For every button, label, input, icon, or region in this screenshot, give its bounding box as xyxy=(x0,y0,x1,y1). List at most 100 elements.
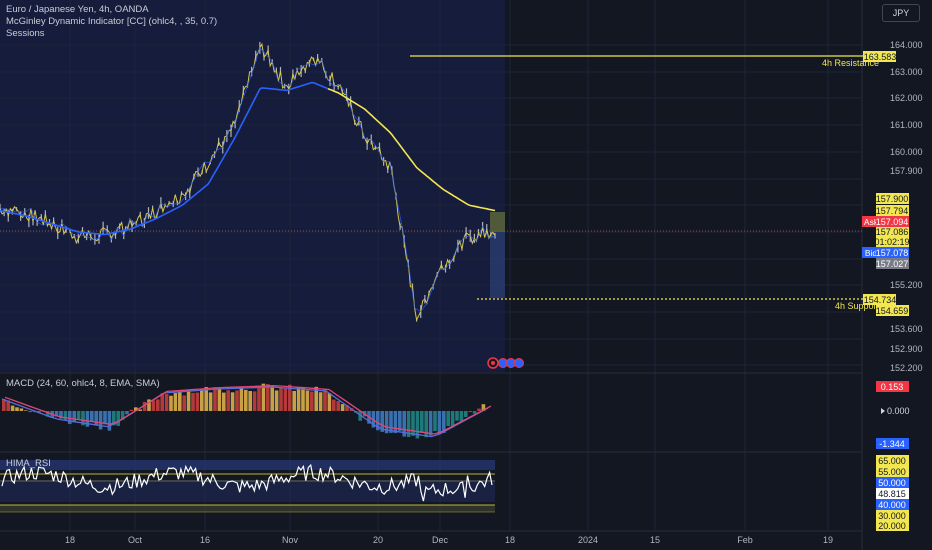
svg-text:154.734: 154.734 xyxy=(864,295,897,305)
macd-bar xyxy=(305,390,310,411)
rsi-legend[interactable]: HIMA_RSI xyxy=(6,458,51,469)
macd-bar xyxy=(200,389,204,411)
macd-bar xyxy=(120,411,125,420)
svg-text:157.078: 157.078 xyxy=(876,248,909,258)
time-axis[interactable]: 18 Oct 16 Nov 20 Dec 18 2024 15 Feb 19 xyxy=(65,535,833,545)
macd-bar xyxy=(19,408,24,411)
indicator-legend[interactable]: McGinley Dynamic Indicator [CC] (ohlc4, … xyxy=(6,16,218,27)
macd-bar xyxy=(103,411,107,425)
time-tick-label: Dec xyxy=(432,535,449,545)
macd-bar xyxy=(195,392,200,411)
price-tick-label: 160.000 xyxy=(890,147,923,157)
macd-bar xyxy=(323,389,327,411)
macd-bar xyxy=(244,389,248,411)
macd-bar xyxy=(261,383,266,411)
macd-bar xyxy=(81,411,85,426)
macd-histogram xyxy=(2,383,486,439)
macd-bar xyxy=(464,411,468,417)
macd-bar xyxy=(6,400,10,411)
price-tick-label: 163.000 xyxy=(890,67,923,77)
macd-bar xyxy=(424,411,428,438)
macd-bar xyxy=(138,409,142,411)
macd-bar xyxy=(160,393,164,411)
macd-bar xyxy=(283,387,288,411)
event-icons[interactable] xyxy=(487,357,524,369)
macd-bar xyxy=(257,385,261,411)
macd-bar xyxy=(156,399,160,411)
macd-bar xyxy=(90,411,94,423)
currency-selector[interactable]: JPY xyxy=(882,4,920,22)
macd-bar xyxy=(54,411,59,417)
macd-bar xyxy=(222,392,226,411)
macd-bar xyxy=(406,411,411,438)
macd-bar xyxy=(59,411,63,419)
macd-bar xyxy=(239,387,244,411)
svg-text:20.000: 20.000 xyxy=(878,521,906,531)
svg-text:30.000: 30.000 xyxy=(878,511,906,521)
resistance-label: 4h Resistance xyxy=(822,58,879,68)
macd-bar xyxy=(270,385,274,411)
time-tick-label: 2024 xyxy=(578,535,598,545)
macd-bar xyxy=(340,404,345,411)
macd-signal-line xyxy=(4,385,492,435)
macd-bar xyxy=(393,411,398,434)
svg-text:Bid: Bid xyxy=(865,248,878,258)
macd-bar xyxy=(191,392,195,411)
macd-bar xyxy=(125,411,129,415)
macd-bar xyxy=(301,387,305,411)
svg-text:48.815: 48.815 xyxy=(878,489,906,499)
macd-bar xyxy=(296,387,301,411)
macd-bar xyxy=(446,411,450,427)
macd-bar xyxy=(318,392,323,411)
macd-bar xyxy=(384,411,389,434)
macd-bar xyxy=(147,399,151,411)
rsi-line xyxy=(1,463,493,502)
price-series-overlay xyxy=(0,47,496,313)
time-tick-label: 18 xyxy=(65,535,75,545)
svg-text:163.583: 163.583 xyxy=(864,52,897,62)
macd-bar xyxy=(314,386,318,411)
svg-text:154.659: 154.659 xyxy=(876,306,909,316)
time-tick-label: Oct xyxy=(128,535,143,545)
macd-bar xyxy=(248,391,252,411)
macd-bar xyxy=(107,411,112,431)
svg-text:157.027: 157.027 xyxy=(876,259,909,269)
svg-text:157.900: 157.900 xyxy=(876,194,909,204)
macd-bar xyxy=(142,401,147,411)
rsi-level-20-tag: 20.000 xyxy=(876,520,909,531)
macd-bar xyxy=(10,405,15,411)
grid-lines xyxy=(0,0,862,531)
svg-text:55.000: 55.000 xyxy=(878,467,906,477)
price-tick-label: 161.000 xyxy=(890,120,923,130)
macd-legend[interactable]: MACD (24, 60, ohlc4, 8, EMA, SMA) xyxy=(6,378,160,389)
svg-text:65.000: 65.000 xyxy=(878,456,906,466)
rsi-band-mid xyxy=(0,480,495,502)
macd-bar xyxy=(112,411,116,426)
macd-bar xyxy=(217,387,222,411)
macd-bar xyxy=(402,411,406,437)
price-axis[interactable]: 164.000 163.000 162.000 161.000 160.000 157.9… xyxy=(890,40,923,373)
time-tick-label: Nov xyxy=(282,535,299,545)
time-tick-label: 15 xyxy=(650,535,660,545)
macd-line xyxy=(1,386,489,438)
time-tick-label: Feb xyxy=(737,535,753,545)
svg-text:-1.344: -1.344 xyxy=(879,439,905,449)
macd-bar xyxy=(98,411,103,430)
macd-bar xyxy=(72,411,76,423)
price-tick-label: 152.900 xyxy=(890,344,923,354)
macd-bar xyxy=(450,411,455,428)
macd-bar xyxy=(376,411,380,431)
macd-bar xyxy=(310,391,314,411)
rsi-band-lower xyxy=(0,505,495,512)
top-price-tag: 157.900 xyxy=(876,193,909,204)
macd-bar xyxy=(208,392,213,411)
sessions-legend[interactable]: Sessions xyxy=(6,28,45,39)
macd-bar xyxy=(213,387,217,411)
price-tick-label: 152.200 xyxy=(890,363,923,373)
mcginley-price-tag: 157.794 xyxy=(876,205,909,216)
macd-bar xyxy=(134,407,138,411)
macd-bar xyxy=(292,390,296,411)
support-price-tag-b: 154.659 xyxy=(876,305,909,316)
chart-title[interactable]: Euro / Japanese Yen, 4h, OANDA xyxy=(6,4,149,15)
